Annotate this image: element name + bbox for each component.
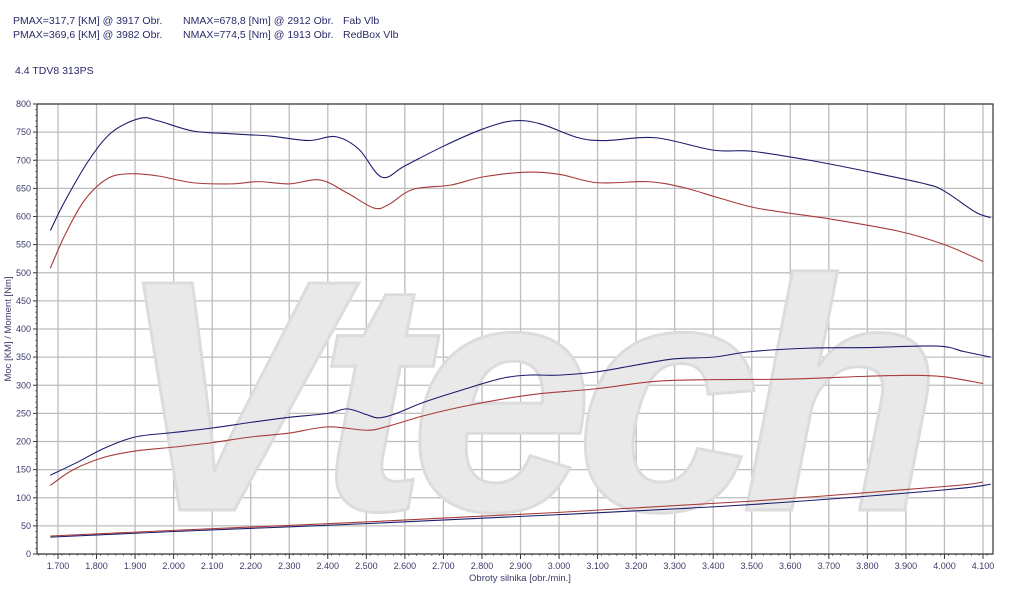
- x-tick-label: 3.000: [548, 561, 571, 571]
- x-tick-label: 3.900: [895, 561, 918, 571]
- x-tick-label: 1.900: [124, 561, 147, 571]
- grid: [37, 103, 993, 555]
- x-tick-label: 3.200: [625, 561, 648, 571]
- header-pmax-redbox: PMAX=369,6 [KM] @ 3982 Obr.: [13, 29, 163, 41]
- x-tick-label: 2.100: [201, 561, 224, 571]
- y-tick-label: 50: [21, 521, 31, 531]
- y-tick-label: 750: [16, 127, 31, 137]
- x-tick-label: 3.500: [740, 561, 763, 571]
- x-tick-label: 3.800: [856, 561, 879, 571]
- x-tick-label: 2.300: [278, 561, 301, 571]
- vehicle-label: 4.4 TDV8 313PS: [15, 65, 94, 77]
- plot-border: [36, 103, 994, 555]
- series-line-redbox_low: [50, 483, 991, 538]
- x-tick-label: 4.000: [933, 561, 956, 571]
- series-line-stock_torque: [49, 171, 984, 269]
- x-tick-label: 2.000: [162, 561, 185, 571]
- y-tick-label: 400: [16, 324, 31, 334]
- x-tick-label: 1.700: [47, 561, 70, 571]
- y-axis-label: Moc [KM] / Moment [Nm]: [3, 276, 14, 381]
- y-tick-label: 700: [16, 155, 31, 165]
- x-tick-label: 4.100: [972, 561, 995, 571]
- y-tick-label: 150: [16, 465, 31, 475]
- x-tick-label: 2.400: [317, 561, 340, 571]
- header-name-redbox: RedBox Vlb: [343, 29, 399, 41]
- series-line-redbox_torque: [49, 117, 991, 231]
- y-tick-label: 100: [16, 493, 31, 503]
- x-tick-label: 2.800: [471, 561, 494, 571]
- x-tick-label: 3.700: [818, 561, 841, 571]
- x-tick-label: 1.800: [85, 561, 108, 571]
- axes: 1.700 1.800 1.900 2.000 2.100 2.200 2.300 2.400…: [16, 99, 994, 571]
- x-tick-label: 2.700: [432, 561, 455, 571]
- header-pmax-stock: PMAX=317,7 [KM] @ 3917 Obr.: [13, 15, 163, 27]
- y-tick-label: 500: [16, 268, 31, 278]
- x-tick-label: 3.600: [779, 561, 802, 571]
- header-name-stock: Fab Vlb: [343, 15, 380, 27]
- y-tick-label: 0: [26, 549, 31, 559]
- y-tick-label: 300: [16, 380, 31, 390]
- y-tick-label: 350: [16, 352, 31, 362]
- x-tick-label: 2.900: [509, 561, 532, 571]
- series-group: [49, 117, 991, 538]
- y-tick-label: 800: [16, 99, 31, 109]
- watermark-logo: Vtech: [116, 211, 932, 580]
- x-tick-label: 2.600: [394, 561, 417, 571]
- x-tick-label: 3.400: [702, 561, 725, 571]
- series-line-stock_low: [50, 481, 984, 537]
- x-tick-label: 3.300: [663, 561, 686, 571]
- y-tick-label: 600: [16, 212, 31, 222]
- y-tick-label: 650: [16, 183, 31, 193]
- y-tick-label: 550: [16, 240, 31, 250]
- y-tick-label: 200: [16, 437, 31, 447]
- series-line-redbox_power: [50, 345, 991, 476]
- y-tick-label: 250: [16, 408, 31, 418]
- x-tick-label: 2.200: [239, 561, 262, 571]
- series-line-stock_power: [49, 374, 984, 486]
- x-axis-label: Obroty silnika [obr./min.]: [469, 573, 571, 584]
- x-tick-label: 3.100: [586, 561, 609, 571]
- y-tick-label: 450: [16, 296, 31, 306]
- header-nmax-redbox: NMAX=774,5 [Nm] @ 1913 Obr.: [183, 29, 334, 41]
- x-tick-label: 2.500: [355, 561, 378, 571]
- header-nmax-stock: NMAX=678,8 [Nm] @ 2912 Obr.: [183, 15, 334, 27]
